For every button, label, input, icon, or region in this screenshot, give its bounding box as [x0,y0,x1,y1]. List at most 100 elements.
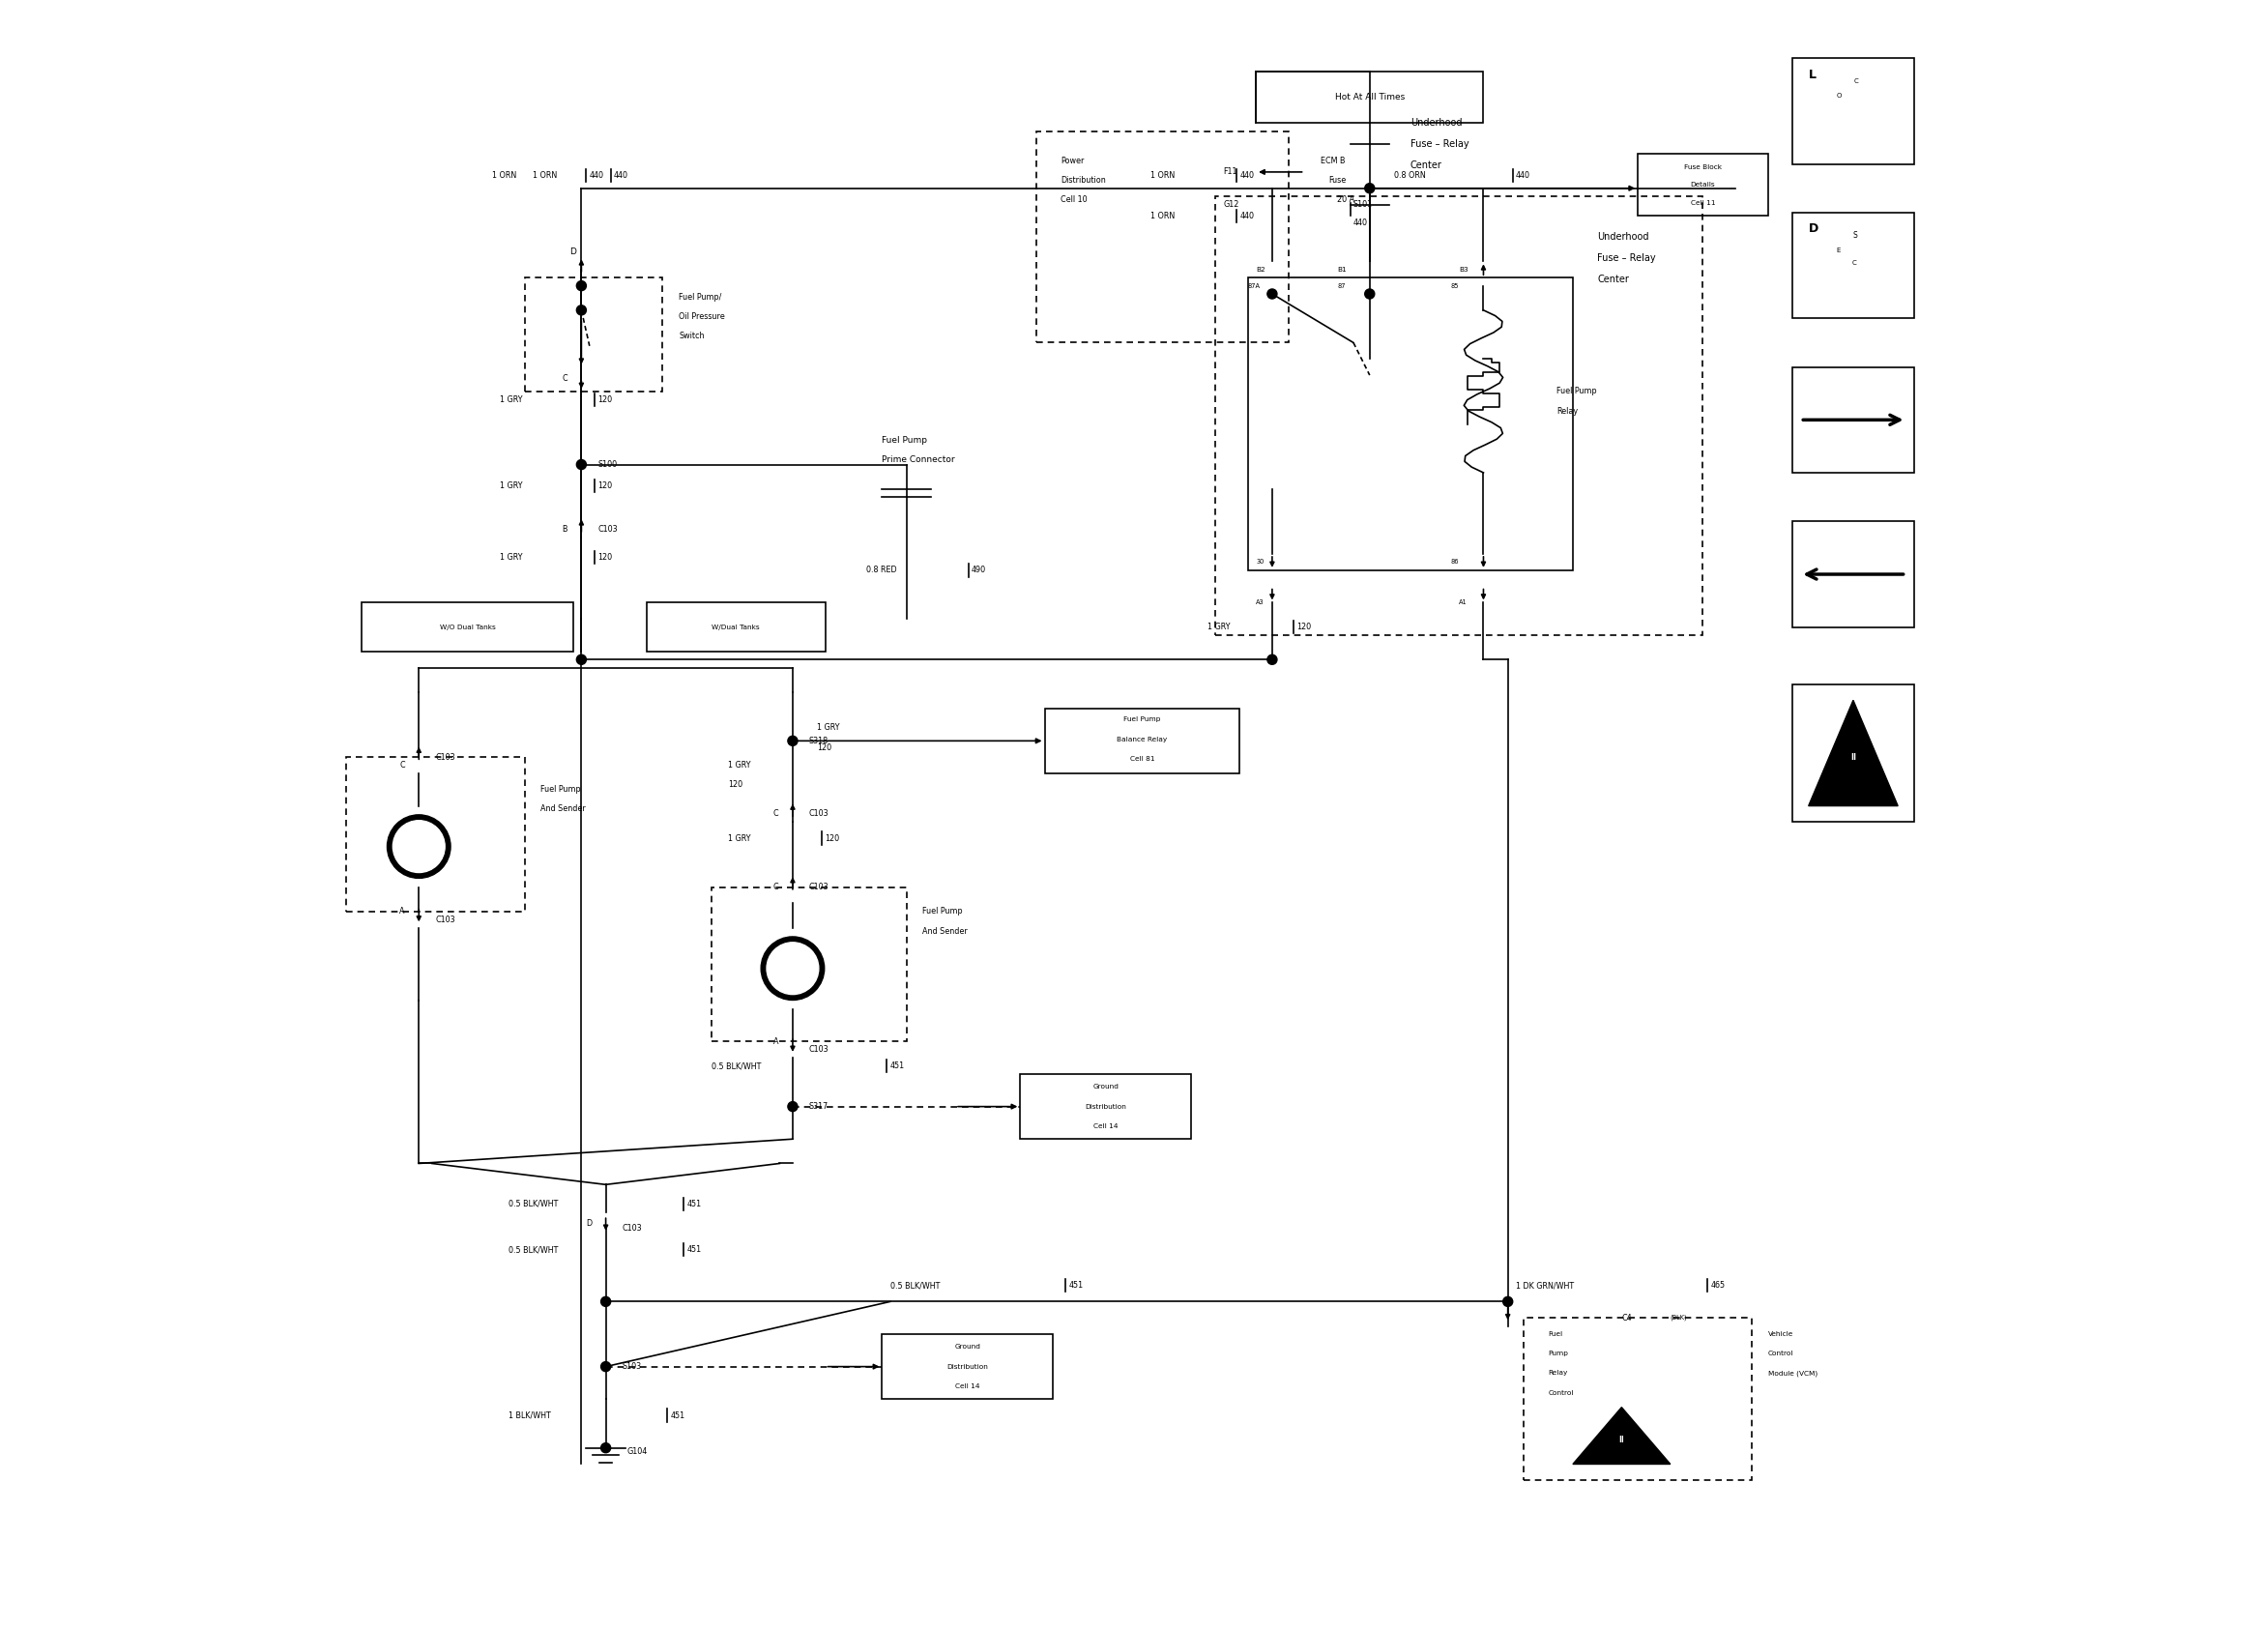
Text: G104: G104 [626,1447,646,1455]
Circle shape [601,1442,610,1452]
Circle shape [1365,184,1374,194]
Text: D: D [569,247,576,256]
Text: 120: 120 [728,780,742,790]
Text: Distribution: Distribution [1084,1104,1127,1109]
Text: A: A [773,1037,778,1045]
Text: B3: B3 [1458,267,1467,272]
Circle shape [762,936,823,1000]
Text: 0.5 BLK/WHT: 0.5 BLK/WHT [508,1200,558,1208]
Bar [1256,72,1483,124]
Text: Relay: Relay [1556,407,1579,415]
Text: 1 GRY: 1 GRY [501,482,524,490]
Circle shape [576,282,585,291]
Bar [1021,1074,1191,1140]
Text: 0.5 BLK/WHT: 0.5 BLK/WHT [508,1245,558,1254]
Text: Balance Relay: Balance Relay [1116,736,1168,742]
Text: Details: Details [1690,182,1715,187]
Text: ECM B: ECM B [1320,156,1345,164]
Text: C: C [773,882,778,892]
Circle shape [392,821,445,873]
Text: 451: 451 [671,1411,685,1420]
Text: 0.8 RED: 0.8 RED [866,567,896,575]
Text: 0.5 BLK/WHT: 0.5 BLK/WHT [712,1061,762,1070]
Text: Prime Connector: Prime Connector [882,456,955,464]
Text: Oil Pressure: Oil Pressure [678,313,726,321]
Text: C: C [1853,260,1857,265]
Text: 20 A: 20 A [1338,195,1354,204]
Text: 1 BLK/WHT: 1 BLK/WHT [508,1411,551,1420]
Text: Fuel Pump/: Fuel Pump/ [678,293,721,301]
Text: Control: Control [1767,1351,1794,1356]
Text: C: C [1853,78,1857,85]
Bar [1247,278,1572,570]
Text: Cell 14: Cell 14 [1093,1123,1118,1128]
Bar [363,602,574,651]
Bar [882,1333,1052,1398]
Text: Fuel Pump: Fuel Pump [1556,387,1597,396]
Text: C103: C103 [810,809,828,819]
Text: C103: C103 [435,752,456,762]
Bar [1792,59,1914,164]
Text: W/O Dual Tanks: W/O Dual Tanks [440,624,494,630]
Text: 1 GRY: 1 GRY [501,396,524,404]
Text: Center: Center [1411,161,1442,171]
Text: (BLK): (BLK) [1669,1315,1687,1320]
Text: Switch: Switch [678,332,705,340]
Text: Vehicle: Vehicle [1767,1332,1794,1337]
Text: S: S [1853,231,1857,239]
Text: Distribution: Distribution [1061,176,1107,184]
Text: L: L [1808,68,1817,81]
Polygon shape [1808,700,1898,806]
Text: O: O [1837,93,1842,99]
Circle shape [787,736,798,746]
Bar [345,757,524,912]
Text: Cell 81: Cell 81 [1129,755,1154,762]
Text: 120: 120 [599,482,612,490]
Text: A: A [399,907,404,917]
Circle shape [601,1298,610,1307]
Text: 490: 490 [971,567,987,575]
Text: C103: C103 [435,915,456,925]
Text: 451: 451 [687,1245,701,1254]
Circle shape [576,654,585,664]
Text: B2: B2 [1256,267,1266,272]
Text: And Sender: And Sender [923,926,968,936]
Text: Underhood: Underhood [1597,233,1649,243]
Bar [646,602,826,651]
Text: Control: Control [1549,1390,1574,1395]
Text: 87A: 87A [1247,283,1261,288]
Text: Fuel Pump: Fuel Pump [540,785,581,794]
Text: 1 GRY: 1 GRY [501,554,524,562]
Circle shape [787,1102,798,1112]
Text: 1 GRY: 1 GRY [728,834,751,843]
Text: 0.8 ORN: 0.8 ORN [1395,171,1427,179]
Text: E: E [1837,247,1839,252]
Circle shape [767,943,819,995]
Text: A1: A1 [1458,599,1467,606]
Text: S318: S318 [810,736,828,746]
Text: C103: C103 [621,1224,642,1232]
Text: 451: 451 [1068,1281,1084,1289]
Text: 87: 87 [1338,283,1345,288]
Text: D: D [1808,223,1819,234]
Text: D: D [585,1219,592,1228]
Text: S317: S317 [810,1102,828,1110]
Text: II: II [1619,1436,1624,1444]
Text: C: C [399,760,404,770]
Text: Fuel: Fuel [1549,1332,1563,1337]
Text: Fuse: Fuse [1329,176,1347,184]
Text: C103: C103 [599,526,617,534]
Text: W/Dual Tanks: W/Dual Tanks [712,624,760,630]
Text: 30: 30 [1256,558,1263,565]
Circle shape [1268,290,1277,300]
Text: 440: 440 [590,171,603,179]
Text: Fuse – Relay: Fuse – Relay [1411,140,1470,150]
Circle shape [576,459,585,469]
Text: 120: 120 [816,742,832,752]
Text: 120: 120 [599,396,612,404]
Text: 440: 440 [615,171,628,179]
Text: 120: 120 [599,554,612,562]
Text: Fuel Pump: Fuel Pump [882,436,928,444]
Circle shape [1504,1298,1513,1307]
Text: B1: B1 [1338,267,1347,272]
